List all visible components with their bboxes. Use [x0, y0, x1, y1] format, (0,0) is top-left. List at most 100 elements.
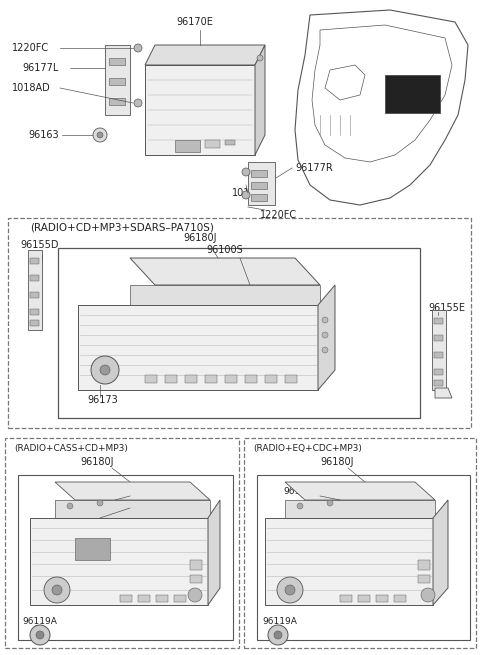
Text: (RADIO+EQ+CDC+MP3): (RADIO+EQ+CDC+MP3): [253, 443, 362, 453]
Polygon shape: [433, 500, 448, 605]
Polygon shape: [105, 45, 130, 115]
Bar: [30, 320, 39, 326]
Bar: [244, 438, 476, 648]
Bar: [418, 560, 430, 570]
Circle shape: [134, 44, 142, 52]
Bar: [434, 380, 443, 386]
Bar: [434, 335, 443, 341]
Text: 96119A: 96119A: [262, 618, 297, 626]
Bar: [394, 595, 406, 602]
Circle shape: [97, 132, 103, 138]
Text: (RADIO+CD+MP3+SDARS–PA710S): (RADIO+CD+MP3+SDARS–PA710S): [30, 223, 214, 233]
Circle shape: [30, 625, 50, 645]
Circle shape: [188, 588, 202, 602]
Bar: [434, 369, 443, 375]
Polygon shape: [435, 388, 452, 398]
Text: 1220FC: 1220FC: [12, 43, 49, 53]
Circle shape: [322, 317, 328, 323]
Circle shape: [93, 128, 107, 142]
Circle shape: [242, 168, 250, 176]
Text: 96180J: 96180J: [183, 233, 217, 243]
Circle shape: [297, 503, 303, 509]
Polygon shape: [145, 45, 265, 65]
Bar: [156, 595, 168, 602]
Text: 96173: 96173: [87, 395, 118, 405]
Bar: [120, 595, 132, 602]
Text: (RADIO+CASS+CD+MP3): (RADIO+CASS+CD+MP3): [14, 443, 128, 453]
Circle shape: [322, 347, 328, 353]
Circle shape: [421, 588, 435, 602]
Text: 1220FC: 1220FC: [260, 210, 297, 220]
Circle shape: [242, 191, 250, 199]
Text: 96100S: 96100S: [206, 245, 243, 255]
Circle shape: [274, 631, 282, 639]
Polygon shape: [248, 162, 275, 205]
Bar: [251, 194, 267, 201]
Bar: [190, 560, 202, 570]
Circle shape: [322, 332, 328, 338]
Circle shape: [268, 625, 288, 645]
Bar: [145, 375, 157, 383]
Polygon shape: [208, 500, 220, 605]
Polygon shape: [130, 258, 320, 285]
Bar: [30, 258, 39, 264]
Circle shape: [134, 99, 142, 107]
Bar: [265, 375, 277, 383]
Bar: [434, 318, 443, 324]
Polygon shape: [285, 482, 435, 500]
Circle shape: [277, 577, 303, 603]
Bar: [225, 140, 235, 145]
Bar: [376, 595, 388, 602]
Bar: [30, 275, 39, 281]
Bar: [175, 140, 200, 152]
Text: 96163: 96163: [28, 130, 59, 140]
Bar: [434, 352, 443, 358]
Bar: [58, 248, 420, 418]
Bar: [385, 75, 440, 113]
Bar: [174, 595, 186, 602]
Circle shape: [285, 585, 295, 595]
Text: 96170E: 96170E: [177, 17, 214, 27]
Bar: [285, 375, 297, 383]
Text: 96180J: 96180J: [320, 457, 354, 467]
Bar: [18, 475, 233, 640]
Bar: [340, 595, 352, 602]
Circle shape: [257, 55, 263, 61]
Bar: [5, 438, 239, 648]
Polygon shape: [55, 500, 210, 518]
Polygon shape: [255, 45, 265, 155]
Text: 96155E: 96155E: [428, 303, 465, 313]
Polygon shape: [432, 310, 446, 390]
Text: 96165D: 96165D: [283, 487, 319, 496]
Bar: [30, 309, 39, 315]
Bar: [205, 375, 217, 383]
Polygon shape: [55, 482, 210, 500]
Polygon shape: [318, 285, 335, 390]
Text: 96177L: 96177L: [22, 63, 59, 73]
Circle shape: [100, 365, 110, 375]
Bar: [205, 140, 220, 148]
Bar: [251, 182, 267, 189]
Bar: [75, 538, 110, 560]
Polygon shape: [285, 500, 435, 518]
Bar: [225, 375, 237, 383]
Text: 96177R: 96177R: [295, 163, 333, 173]
Circle shape: [44, 577, 70, 603]
Bar: [257, 475, 470, 640]
Circle shape: [36, 631, 44, 639]
Bar: [245, 375, 257, 383]
Polygon shape: [130, 285, 320, 305]
Text: 96145C: 96145C: [95, 500, 130, 510]
Bar: [165, 375, 177, 383]
Circle shape: [327, 500, 333, 506]
Text: 96155D: 96155D: [20, 240, 59, 250]
Bar: [109, 78, 125, 85]
Circle shape: [67, 503, 73, 509]
Circle shape: [97, 500, 103, 506]
Bar: [109, 98, 125, 105]
Polygon shape: [265, 518, 433, 605]
Text: 96180J: 96180J: [80, 457, 114, 467]
Polygon shape: [30, 518, 208, 605]
Bar: [30, 292, 39, 298]
Bar: [418, 575, 430, 583]
